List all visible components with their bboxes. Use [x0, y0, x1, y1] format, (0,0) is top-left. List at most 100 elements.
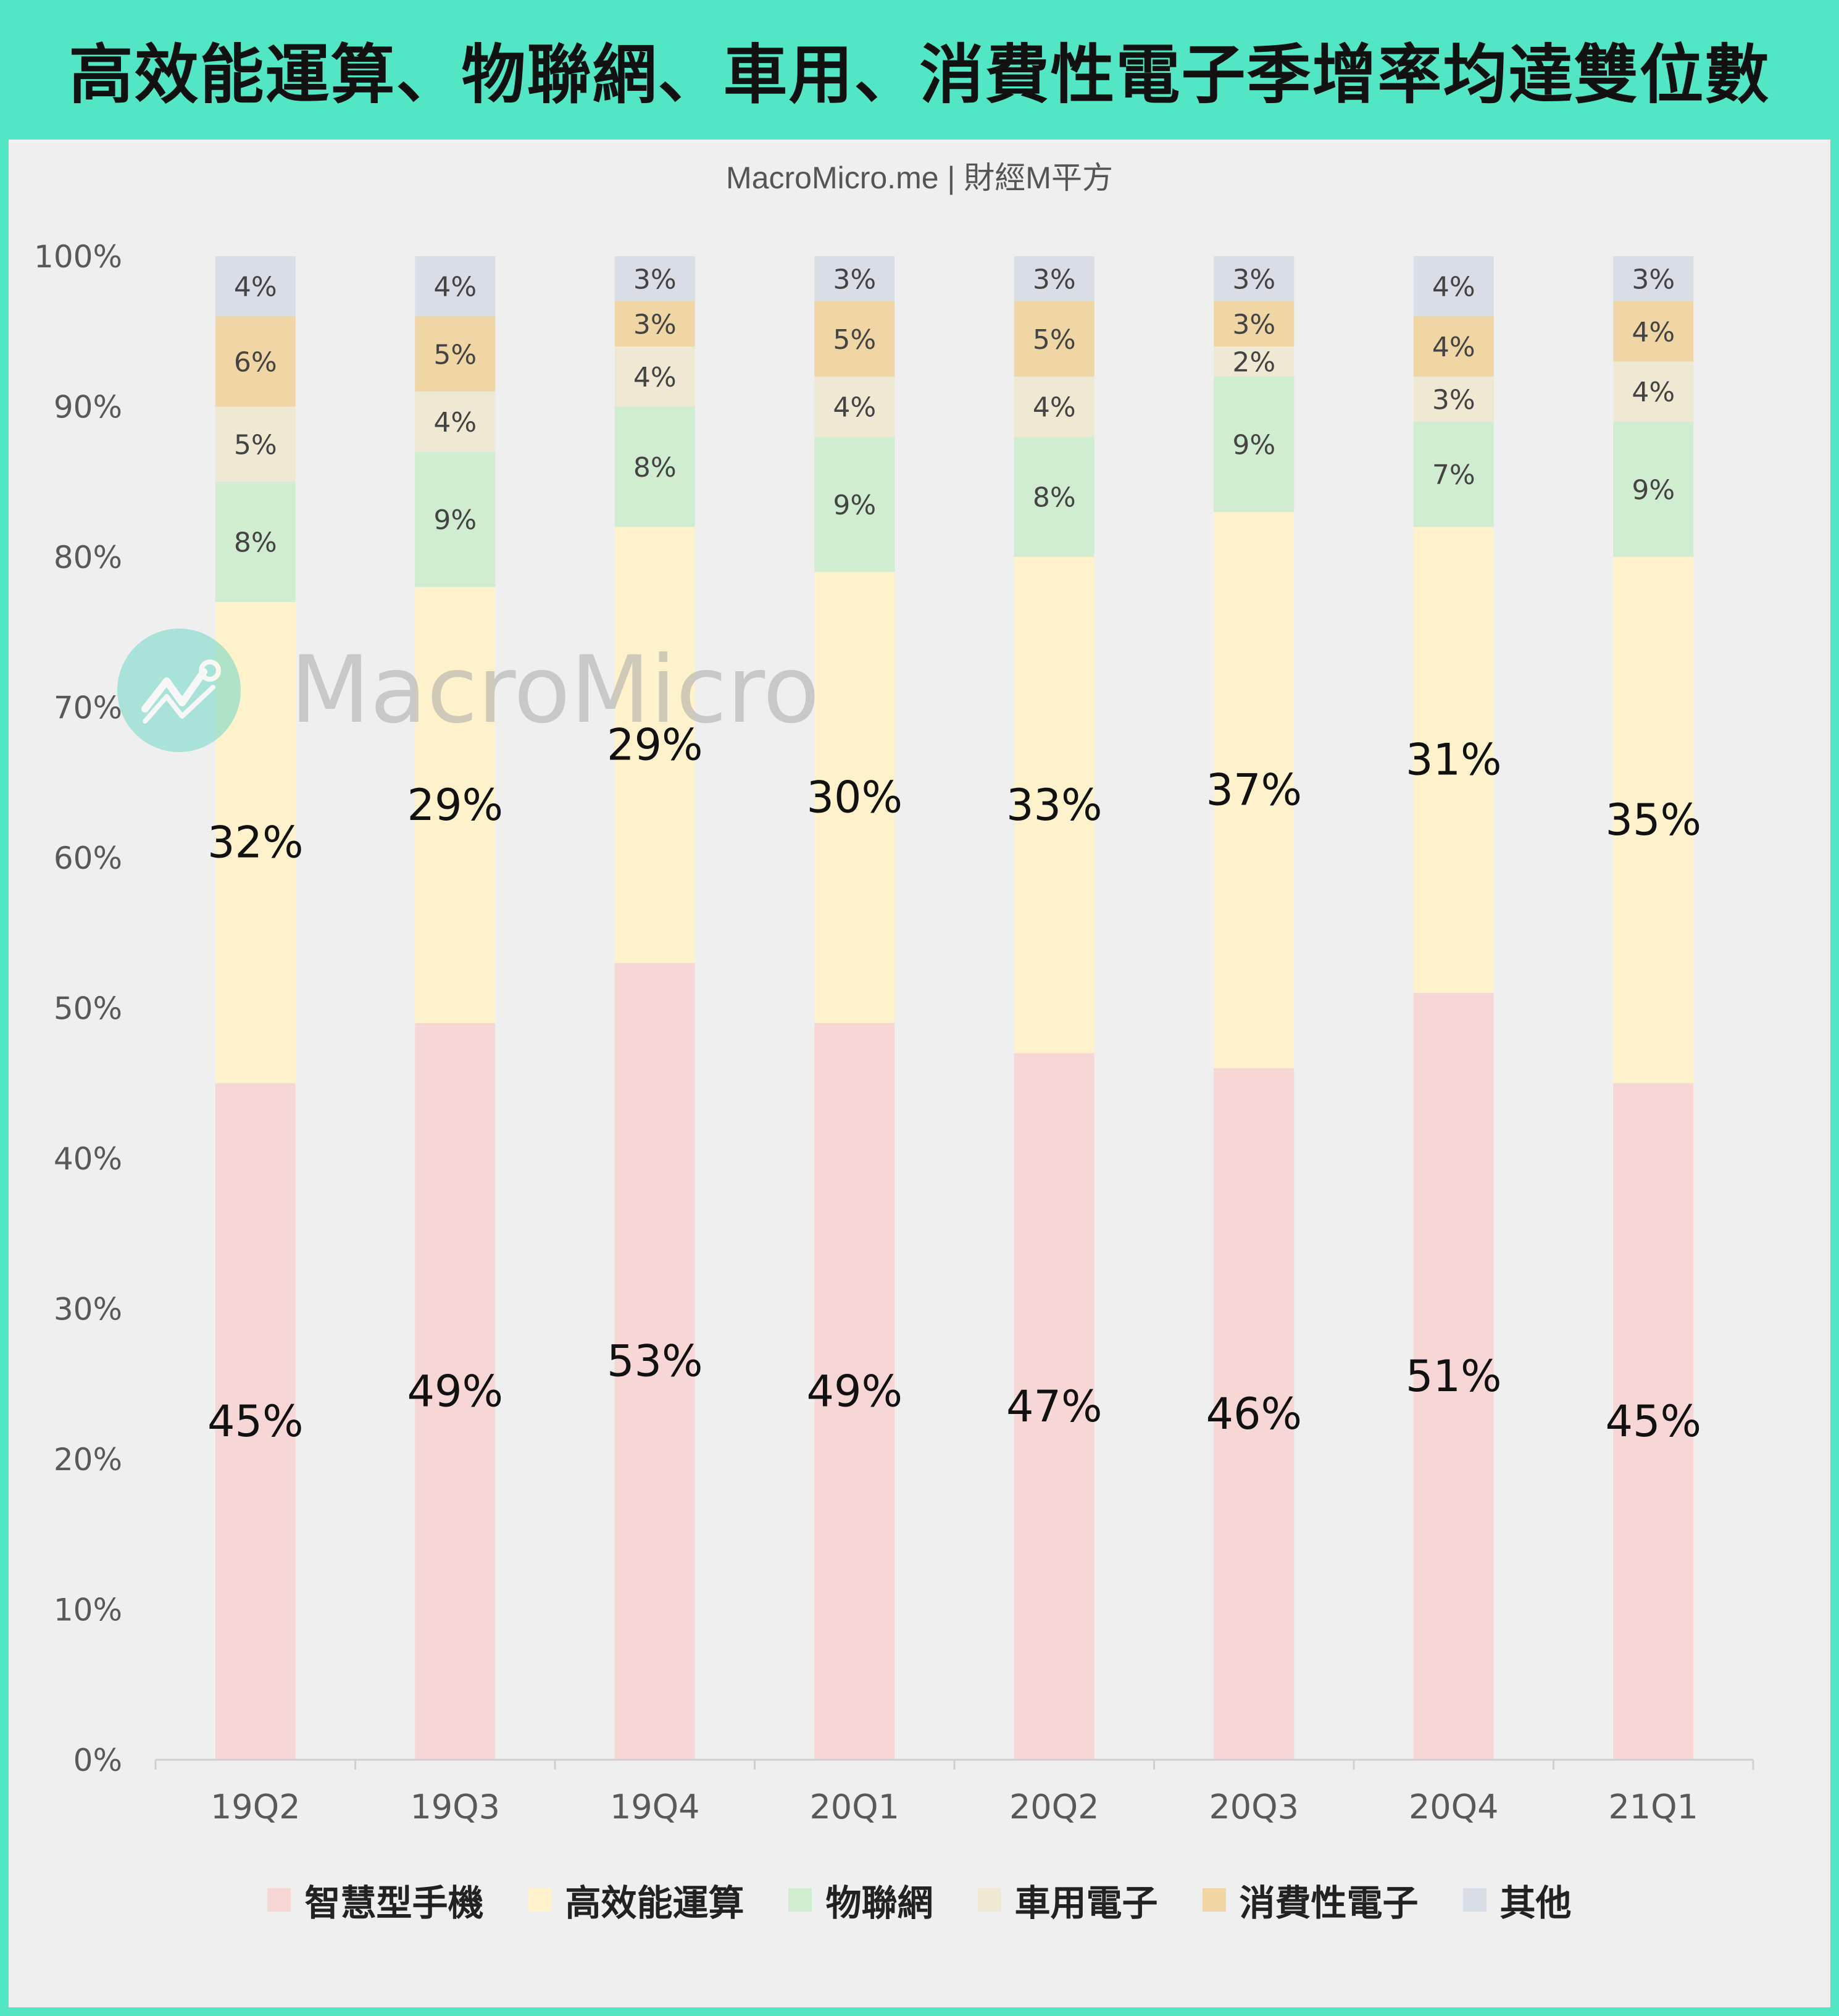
bar-segment	[1413, 256, 1494, 317]
bar-segment	[614, 301, 695, 347]
bar-segment	[1413, 376, 1494, 422]
bar-segment	[215, 406, 296, 482]
bar-segment	[415, 316, 496, 392]
bar-segment	[215, 316, 296, 407]
legend-label: 物聯網	[825, 1882, 933, 1924]
bar-segment	[215, 1083, 296, 1760]
y-tick-label: 0%	[73, 1742, 122, 1778]
data-label: 3%	[1432, 384, 1475, 416]
bar-segment	[1413, 993, 1494, 1760]
legend-label: 智慧型手機	[304, 1882, 484, 1924]
data-label: 5%	[833, 324, 876, 356]
data-label: 4%	[433, 407, 477, 438]
y-tick-label: 20%	[54, 1442, 122, 1478]
legend-label: 消費性電子	[1239, 1882, 1419, 1924]
data-label: 49%	[806, 1366, 903, 1416]
data-label: 29%	[407, 780, 503, 830]
x-tick-label: 19Q4	[610, 1788, 700, 1826]
bar-segment	[814, 376, 895, 437]
data-label: 4%	[833, 392, 876, 424]
bar-segment	[1613, 256, 1694, 302]
bar-segment	[1413, 527, 1494, 993]
legend: 智慧型手機 高效能運算 物聯網 車用電子 消費性電子 其他	[0, 1874, 1839, 1926]
data-label: 4%	[1632, 377, 1675, 408]
bar-segment	[614, 406, 695, 527]
bar-segment	[1613, 557, 1694, 1084]
data-label: 53%	[607, 1336, 703, 1387]
legend-swatch	[267, 1888, 291, 1912]
data-label: 32%	[207, 818, 304, 868]
y-tick-label: 80%	[54, 540, 122, 575]
y-tick-label: 40%	[54, 1141, 122, 1177]
bar-segment	[814, 437, 895, 572]
data-label: 8%	[633, 452, 677, 483]
legend-item: 其他	[1462, 1874, 1572, 1926]
y-tick-label: 100%	[34, 239, 122, 275]
bar-segment	[215, 256, 296, 317]
bar-segment	[1613, 1083, 1694, 1760]
bars-layer	[215, 256, 1694, 1760]
y-tick-label: 10%	[54, 1592, 122, 1628]
data-label: 45%	[207, 1396, 304, 1447]
bar-segment	[1613, 361, 1694, 422]
y-tick-label: 50%	[54, 991, 122, 1027]
bar-segment	[814, 256, 895, 302]
bar-segment	[814, 572, 895, 1023]
legend-label: 高效能運算	[565, 1882, 744, 1924]
y-tick-label: 30%	[54, 1292, 122, 1328]
data-label: 4%	[1432, 332, 1475, 363]
legend-swatch	[1202, 1888, 1226, 1912]
data-label: 4%	[1432, 272, 1475, 303]
axes-layer: 0% 10% 20% 30% 40% 50% 60% 70% 80% 90% 100% 19Q2 19Q…	[34, 239, 1754, 1826]
bar-segment	[215, 482, 296, 603]
data-label: 7%	[1432, 459, 1475, 491]
legend-item: 消費性電子	[1202, 1874, 1419, 1926]
legend-item: 車用電子	[977, 1874, 1158, 1926]
bar-segment	[1214, 376, 1295, 512]
bar-segment	[614, 256, 695, 302]
watermark-logo-icon	[117, 629, 241, 752]
bar-segment	[814, 1023, 895, 1760]
source-label: MacroMicro.me | 財經M平方	[726, 161, 1113, 195]
data-label: 3%	[1232, 264, 1275, 296]
x-tick-label: 19Q3	[410, 1788, 500, 1826]
y-tick-label: 70%	[54, 690, 122, 726]
watermark: MacroMicro	[117, 629, 820, 752]
data-label: 49%	[407, 1366, 503, 1416]
bar-segment	[1413, 316, 1494, 377]
bar-segment	[1613, 421, 1694, 557]
legend-label: 其他	[1499, 1882, 1572, 1924]
data-label: 29%	[607, 719, 703, 770]
x-tick-label: 20Q4	[1409, 1788, 1499, 1826]
bar-segment	[1014, 1053, 1095, 1760]
legend-swatch	[788, 1888, 812, 1912]
legend-swatch	[528, 1888, 552, 1912]
bar-segment	[415, 587, 496, 1023]
bar-segment	[614, 346, 695, 407]
data-label: 45%	[1605, 1396, 1701, 1447]
watermark-text: MacroMicro	[290, 637, 820, 744]
bar-segment	[614, 527, 695, 963]
data-label: 35%	[1605, 795, 1701, 845]
data-label: 8%	[234, 527, 277, 559]
legend-swatch	[1462, 1888, 1487, 1912]
data-label: 4%	[633, 362, 677, 393]
bar-segment	[1014, 256, 1095, 302]
legend-item: 高效能運算	[528, 1874, 744, 1926]
bar-segment	[1214, 1068, 1295, 1760]
x-tick-label: 21Q1	[1608, 1788, 1698, 1826]
bar-segment	[415, 451, 496, 587]
data-label: 5%	[1033, 324, 1076, 356]
bar-segment	[1014, 301, 1095, 377]
bar-segment	[415, 391, 496, 452]
chart-title: 高效能運算、物聯網、車用、消費性電子季增率均達雙位數	[69, 36, 1770, 112]
y-tick-label: 60%	[54, 840, 122, 876]
bar-segment	[1014, 376, 1095, 437]
data-label: 31%	[1406, 735, 1502, 785]
data-label: 9%	[1632, 474, 1675, 506]
bar-segment	[814, 301, 895, 377]
legend-label: 車用電子	[1014, 1882, 1158, 1924]
labels-layer: 45% 32% 8% 5% 6% 4% 49% 29% 9% 4% 5% 4% 53% 29% 8% 4% 3%…	[207, 264, 1701, 1447]
